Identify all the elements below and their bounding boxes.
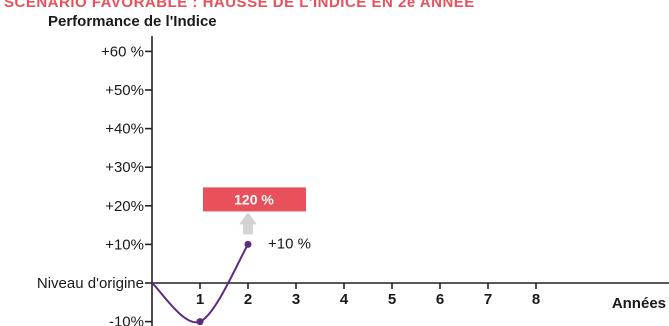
y-tick-label: +60 %	[101, 43, 144, 60]
data-point	[244, 240, 252, 248]
y-tick-label: +50%	[105, 82, 144, 99]
x-tick-label: 4	[340, 291, 349, 308]
x-tick-label: 1	[196, 291, 204, 308]
series	[151, 240, 252, 326]
y-tick-label: Niveau d'origine	[37, 275, 144, 292]
x-tick-label: 5	[388, 291, 396, 308]
y-tick-label: +30%	[105, 159, 144, 176]
x-tick-label: 7	[484, 291, 492, 308]
data-point	[196, 318, 204, 326]
x-axis-title: Années	[612, 295, 666, 312]
x-tick-label: 6	[436, 291, 444, 308]
x-tick-label: 8	[532, 291, 540, 308]
header-title: SCÉNARIO FAVORABLE : HAUSSE DE L'INDICE …	[4, 0, 475, 11]
y-tick-label: +20%	[105, 198, 144, 215]
y-tick-label: +10%	[105, 236, 144, 253]
up-arrow-icon	[239, 212, 257, 235]
y-tick-label: -10%	[109, 314, 144, 326]
axes	[151, 35, 669, 326]
x-tick-label: 3	[292, 291, 300, 308]
y-axis-title: Performance de l'Indice	[48, 13, 217, 30]
y-tick-label: +40%	[105, 121, 144, 138]
x-tick-label: 2	[244, 291, 252, 308]
x-ticks: 1 2 3 4 5 6 7 8	[196, 283, 540, 308]
badge-box	[203, 187, 306, 212]
y-ticks: -10% Niveau d'origine +10% +20% +30% +40% +50%…	[37, 43, 152, 326]
badge-label: 120 %	[234, 191, 274, 207]
value-annotation: +10 %	[268, 235, 311, 252]
annotations: +10 % 120 %	[203, 187, 311, 252]
